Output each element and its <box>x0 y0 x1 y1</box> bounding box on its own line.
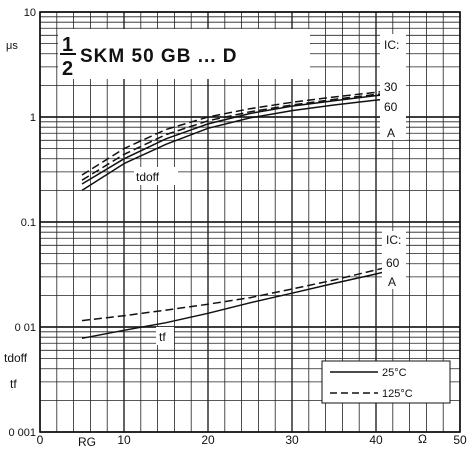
series-line-tdoff-dashed <box>81 89 393 176</box>
curve-label-tdoff: tdoff <box>136 170 160 184</box>
x-tick-label: 0 <box>37 433 44 447</box>
ic-upper-unit: A <box>387 126 395 140</box>
y-label-tdoff: tdoff <box>4 351 28 365</box>
y-unit-label: μs <box>6 40 18 52</box>
y-tick-label: 10 <box>24 7 36 19</box>
ic-lower-label: IC: <box>386 233 401 247</box>
x-tick-label: 50 <box>453 433 467 447</box>
ic-upper-value-60: 60 <box>384 100 398 114</box>
curves <box>81 89 393 340</box>
ic-annotation-lower: IC: 60 A <box>382 231 406 289</box>
plot-frame <box>39 11 461 433</box>
ic-upper-label: IC: <box>384 38 399 52</box>
series-line-tf-dashed <box>81 265 393 322</box>
series-line-tdoff-dashed <box>81 92 393 181</box>
x-unit-label: Ω <box>418 432 427 446</box>
x-tick-label: 30 <box>285 433 299 447</box>
title-fraction-numerator: 1 <box>62 34 73 56</box>
legend-label-125c: 125°C <box>382 388 413 400</box>
series-line-tdoff-solid <box>81 93 393 185</box>
y-tick-label: 0.1 <box>21 217 36 229</box>
series-line-tf-solid <box>81 269 393 340</box>
legend: 25°C 125°C <box>321 360 451 404</box>
curve-label-tf: tf <box>159 330 166 344</box>
ic-annotation-upper: IC: 30 60 A <box>380 34 406 140</box>
series-line-tdoff-solid <box>81 97 393 192</box>
x-tick-labels: 0 10 20 30 40 50 <box>37 433 467 447</box>
ic-lower-value-60: 60 <box>386 256 400 270</box>
title-fraction-denominator: 2 <box>62 58 73 80</box>
y-tick-labels: 10 1 0.1 0 01 0 001 <box>8 7 36 439</box>
chart-title: SKM 50 GB ... D <box>80 46 238 67</box>
title-box: 1 2 SKM 50 GB ... D <box>58 29 310 80</box>
y-tick-label: 0 01 <box>15 322 36 334</box>
y-tick-label: 1 <box>30 112 36 124</box>
legend-label-25c: 25°C <box>382 367 407 379</box>
y-tick-label: 0 001 <box>8 427 36 439</box>
y-label-tf: tf <box>10 377 17 391</box>
x-axis-label: RG <box>78 435 96 449</box>
ic-upper-value-30: 30 <box>384 80 398 94</box>
x-tick-label: 40 <box>369 433 383 447</box>
x-tick-label: 10 <box>117 433 131 447</box>
x-tick-label: 20 <box>201 433 215 447</box>
ic-lower-unit: A <box>388 275 396 289</box>
